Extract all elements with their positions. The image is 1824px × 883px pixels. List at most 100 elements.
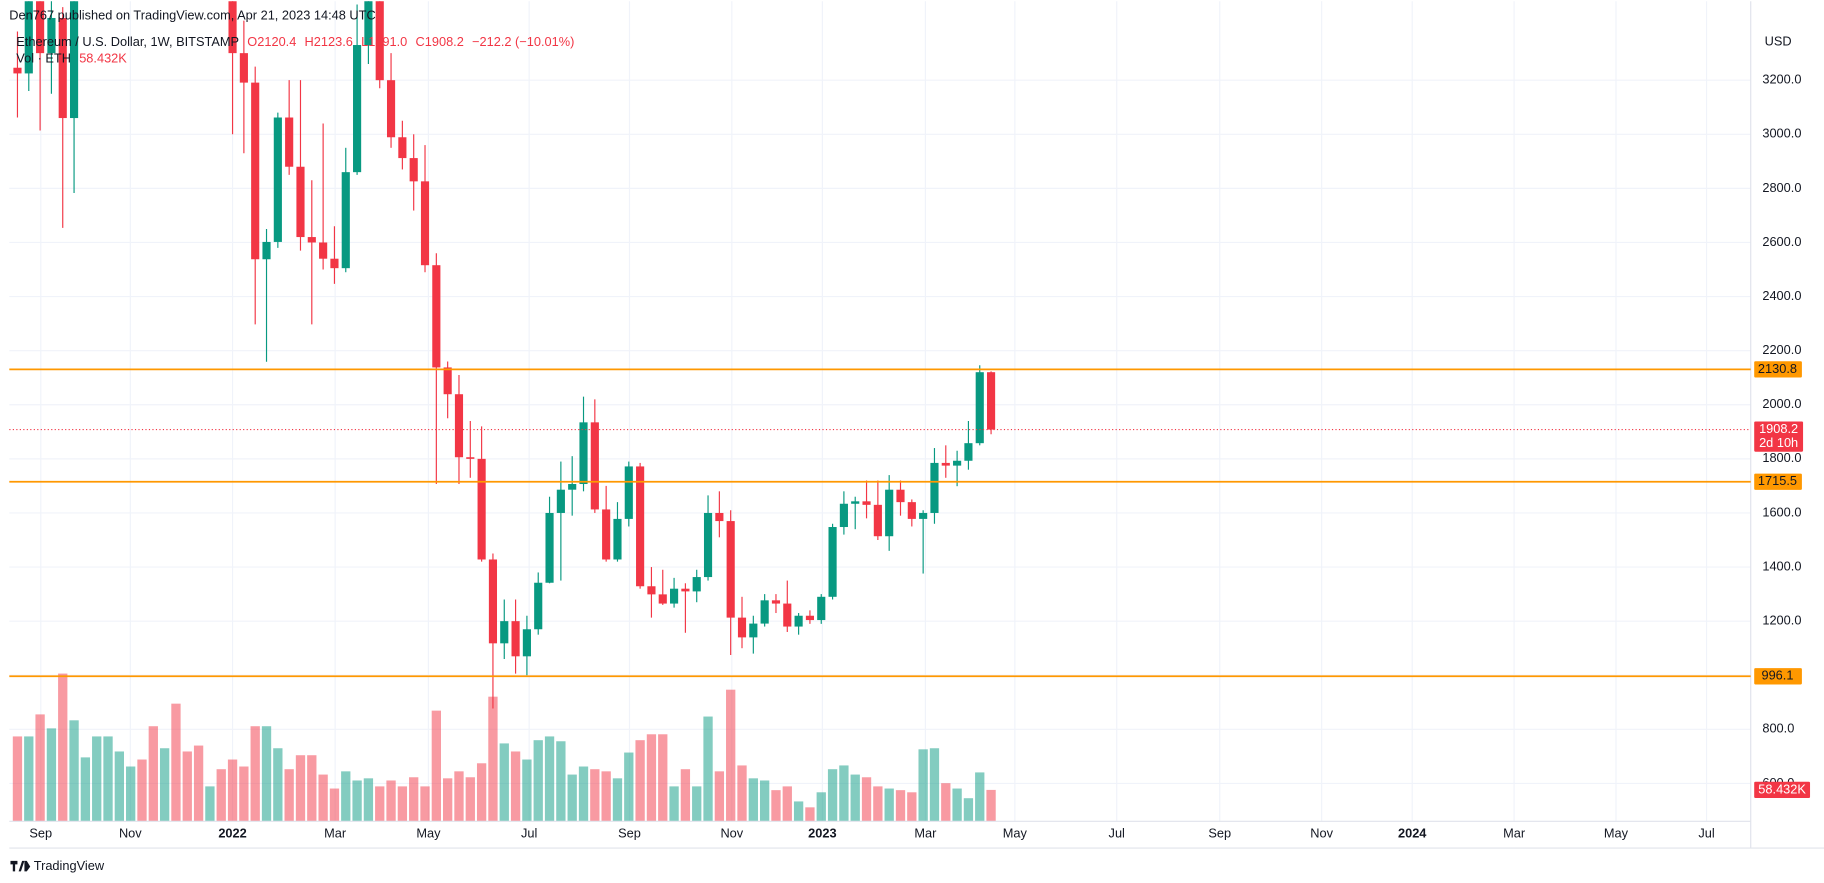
volume-value: 58.432K <box>79 51 127 66</box>
volume-bar <box>216 769 226 822</box>
volume-bar <box>182 751 192 822</box>
volume-bar <box>771 790 781 822</box>
candle-body <box>556 489 565 513</box>
volume-bar <box>488 696 498 822</box>
candle-body <box>941 462 950 466</box>
candle-body <box>568 484 577 490</box>
x-tick-label: 2024 <box>1398 825 1427 840</box>
y-tick-label: 2200.0 <box>1762 342 1801 357</box>
candle-body <box>522 629 531 657</box>
volume-bar <box>816 792 826 822</box>
last-price-label: 1908.2 <box>1759 421 1798 436</box>
level-label-box <box>1754 361 1802 378</box>
candle-body <box>636 466 645 587</box>
volume-bar <box>24 736 34 822</box>
legend-change: −212.2 (−10.01%) <box>472 34 574 49</box>
y-tick-label: 3200.0 <box>1762 72 1801 87</box>
y-tick-label: 800.0 <box>1762 721 1794 736</box>
x-tick-label: 2023 <box>808 825 836 840</box>
candle-body <box>896 489 905 503</box>
volume-bar <box>929 748 940 822</box>
x-tick-label: Sep <box>618 825 641 840</box>
volume-bar <box>726 689 736 822</box>
candle-body <box>296 166 305 238</box>
volume-bar <box>873 786 883 822</box>
x-tick-label: Jul <box>1109 825 1125 840</box>
volume-bar <box>58 673 68 822</box>
countdown-label: 2d 10h <box>1759 435 1798 450</box>
volume-bar <box>658 734 668 822</box>
volume-bar <box>895 790 906 822</box>
volume-bar <box>827 769 838 822</box>
volume-bar <box>103 736 113 822</box>
candle-body <box>353 45 362 173</box>
candle-body <box>420 181 430 266</box>
candle-body <box>647 586 656 595</box>
volume-bar <box>692 786 702 822</box>
candle-body <box>500 621 509 644</box>
candle-body <box>454 394 464 458</box>
volume-bar <box>261 726 272 822</box>
candle-body <box>975 372 984 444</box>
candle-body <box>681 588 690 592</box>
volume-bar <box>227 759 238 822</box>
volume-bar <box>114 751 125 822</box>
volume-bar <box>465 777 475 822</box>
volume-bar <box>363 778 374 822</box>
symbol-legend: Ethereum / U.S. Dollar, 1W, BITSTAMP O21… <box>16 34 574 49</box>
volume-bar <box>386 780 396 822</box>
volume-bar <box>884 788 894 822</box>
candle-body <box>749 623 758 638</box>
candle-body <box>953 460 962 466</box>
volume-legend: Vol · ETH 58.432K <box>16 51 127 66</box>
candle-body <box>907 502 916 519</box>
candle-body <box>986 372 996 430</box>
volume-bar <box>420 786 430 822</box>
volume-bar <box>126 766 136 822</box>
candle-body <box>466 457 475 459</box>
candle-body <box>534 582 543 630</box>
volume-bar <box>567 774 577 822</box>
x-tick-label: May <box>416 825 441 840</box>
y-tick-label: 1800.0 <box>1762 450 1801 465</box>
x-tick-label: Jul <box>521 825 537 840</box>
candle-body <box>251 82 260 260</box>
volume-bar <box>601 771 611 822</box>
candle-body <box>703 512 713 578</box>
x-tick-label: Nov <box>720 825 743 840</box>
volume-bar <box>352 780 362 822</box>
volume-bar <box>646 734 657 822</box>
volume-bar <box>443 778 453 822</box>
candle-body <box>760 600 769 624</box>
candle-body <box>737 617 747 638</box>
candle-body <box>613 518 622 560</box>
published-note: Den767 published on TradingView.com, Apr… <box>9 8 375 23</box>
candle-body <box>602 509 611 560</box>
volume-bar <box>250 726 260 822</box>
volume-bar <box>510 751 521 822</box>
volume-bar <box>46 728 57 822</box>
level-label-box <box>1754 473 1802 490</box>
volume-bar <box>952 788 962 822</box>
volume-bar <box>499 743 509 822</box>
candle-body <box>511 621 520 657</box>
candle-body <box>828 527 837 597</box>
volume-bar <box>578 766 589 822</box>
candle-body <box>919 512 928 519</box>
plot-area <box>12 1 996 822</box>
volume-bar <box>737 765 747 822</box>
volume-bar <box>12 736 23 822</box>
x-tick-label: May <box>1604 825 1629 840</box>
candle-body <box>771 600 781 604</box>
y-tick-label: 3000.0 <box>1762 126 1801 141</box>
candle-body <box>409 158 418 182</box>
volume-bar <box>35 714 45 822</box>
y-tick-label: 1200.0 <box>1762 613 1801 628</box>
volume-bar <box>307 755 317 822</box>
volume-bar <box>635 740 645 822</box>
brand: TradingView <box>34 858 105 873</box>
volume-bar <box>92 736 102 822</box>
candle-body <box>364 1 373 46</box>
volume-bar <box>782 786 792 822</box>
